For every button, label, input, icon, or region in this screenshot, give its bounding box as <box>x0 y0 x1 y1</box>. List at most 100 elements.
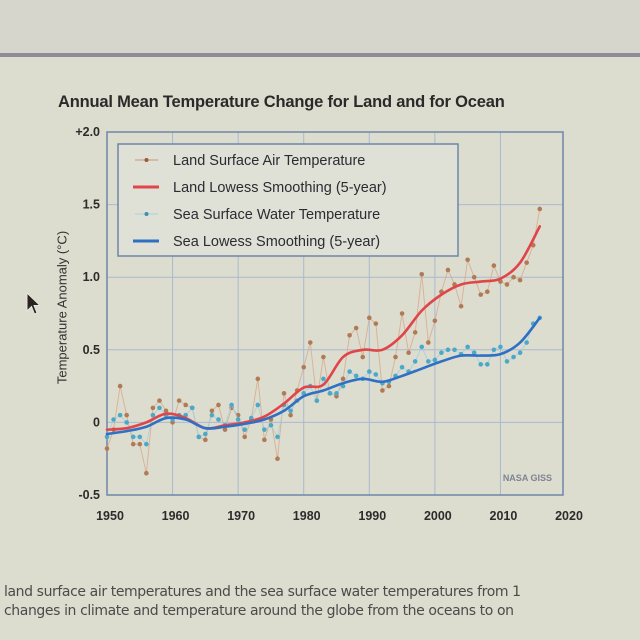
caption-line: changes in climate and temperature aroun… <box>4 603 514 619</box>
page-header-band <box>0 0 640 54</box>
data-point <box>399 311 405 316</box>
legend-label: Land Lowess Smoothing (5-year) <box>173 180 387 196</box>
data-point <box>347 369 352 374</box>
data-point <box>445 347 451 353</box>
x-tick-label: 1960 <box>162 509 190 523</box>
data-point <box>380 388 385 393</box>
data-point <box>432 357 438 363</box>
data-point <box>439 350 444 356</box>
x-tick-label: 1970 <box>227 509 255 523</box>
data-point <box>189 405 195 411</box>
data-point <box>262 437 267 443</box>
series-layer <box>104 206 543 476</box>
data-point <box>176 398 182 403</box>
data-point <box>452 347 457 353</box>
x-tick-label: 1980 <box>293 509 321 523</box>
data-point <box>130 434 136 440</box>
data-point <box>314 398 320 403</box>
legend-item-land-points: Land Surface Air Temperature <box>135 153 365 169</box>
legend-box <box>117 143 459 257</box>
y-tick-labels: +2.0 1.5 1.0 0.5 0 -0.5 <box>75 125 100 502</box>
data-point <box>412 359 418 364</box>
data-point <box>196 434 202 440</box>
data-point <box>157 398 162 403</box>
data-point <box>288 408 293 414</box>
legend-item-sea-points: Sea Surface Water Temperature <box>135 207 380 223</box>
data-point <box>353 325 359 331</box>
data-point <box>517 277 523 283</box>
series-sea-lowess-smoothing-5-year <box>105 316 542 436</box>
data-point <box>104 434 110 440</box>
y-tick-label: 0 <box>93 415 100 429</box>
data-point <box>281 391 287 396</box>
smoothing-line <box>105 225 542 431</box>
x-tick-labels: 1950 1960 1970 1980 1990 2000 2010 2020 <box>96 509 583 523</box>
data-point <box>491 347 497 353</box>
legend-marker-land-points <box>144 158 149 162</box>
data-point <box>366 315 372 321</box>
x-tick-label: 2010 <box>490 509 518 523</box>
legend-marker-sea-points <box>144 212 149 216</box>
data-point <box>268 423 274 428</box>
data-point <box>498 344 503 350</box>
x-tick-label: 1990 <box>358 509 386 523</box>
data-point <box>203 431 208 437</box>
data-point <box>327 391 333 396</box>
data-point <box>150 412 156 418</box>
data-point <box>432 318 438 324</box>
data-point <box>478 362 484 367</box>
y-tick-label: -0.5 <box>78 488 100 502</box>
data-point <box>334 391 339 396</box>
data-point <box>124 420 129 425</box>
x-tick-label: 2000 <box>424 509 452 523</box>
data-point <box>235 417 241 422</box>
y-tick-label: 1.0 <box>83 270 100 284</box>
legend-label: Sea Surface Water Temperature <box>173 207 380 223</box>
mouse-cursor-icon <box>26 292 42 315</box>
data-point <box>340 376 346 382</box>
data-point <box>471 350 477 356</box>
data-point <box>216 402 221 408</box>
data-point <box>222 427 228 432</box>
data-point <box>360 354 366 360</box>
data-point <box>485 362 490 367</box>
x-tick-label: 1950 <box>96 509 124 523</box>
y-tick-label: 1.5 <box>83 198 100 212</box>
data-point <box>373 321 379 326</box>
data-point <box>524 260 529 265</box>
data-point <box>144 470 149 476</box>
data-point <box>366 369 372 374</box>
data-point <box>262 427 267 432</box>
series-land-lowess-smoothing-5-year <box>105 225 542 431</box>
data-point <box>504 359 510 364</box>
x-tick-label: 2020 <box>555 509 583 523</box>
data-point <box>465 257 470 263</box>
data-point <box>426 359 431 364</box>
data-point <box>203 437 208 443</box>
series-sea-surface-water-temperature <box>104 315 543 447</box>
data-point <box>321 376 326 382</box>
data-point <box>412 330 418 335</box>
data-point <box>426 340 431 345</box>
smoothing-line <box>105 316 542 436</box>
data-point <box>347 332 352 338</box>
data-point <box>307 340 313 345</box>
credit-label: NASA GISS <box>503 473 552 483</box>
data-point <box>386 383 392 389</box>
data-point <box>255 376 261 382</box>
data-point <box>117 412 123 418</box>
data-point <box>275 434 280 440</box>
legend: Land Surface Air Temperature Land Lowess… <box>117 143 459 257</box>
data-point <box>117 383 123 389</box>
data-point <box>445 267 451 273</box>
data-point <box>471 274 477 280</box>
header-divider <box>0 53 640 57</box>
legend-label: Land Surface Air Temperature <box>173 153 365 169</box>
data-point <box>216 417 221 422</box>
data-point <box>104 446 110 451</box>
data-point <box>157 405 162 411</box>
data-point <box>491 263 497 268</box>
data-point <box>321 354 326 360</box>
y-tick-label: 0.5 <box>83 343 100 357</box>
